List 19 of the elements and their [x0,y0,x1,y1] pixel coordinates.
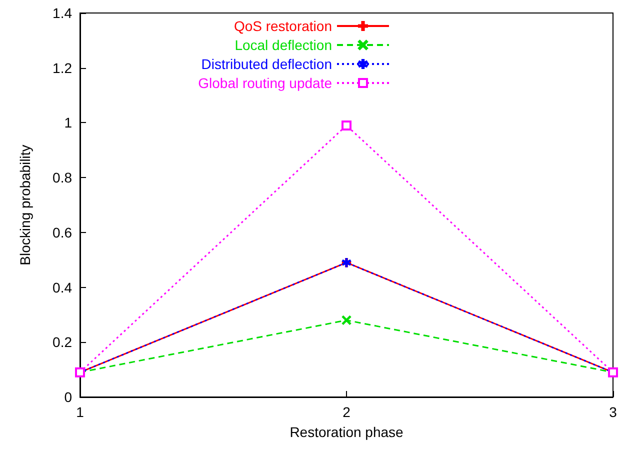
y-tick-label: 1 [64,114,72,131]
y-tick-label: 0 [64,389,72,405]
x-tick-label: 3 [609,404,618,420]
y-tick-label: 1.2 [52,60,72,76]
y-tick-label: 0.2 [52,334,72,350]
point [342,316,352,325]
y-tick-label: 1.4 [52,5,72,21]
legend-label: Global routing update [198,75,332,91]
point [342,120,352,130]
x-tick-label: 1 [76,404,84,420]
y-axis-title: Blocking probability [17,144,33,266]
x-axis-title: Restoration phase [290,424,404,440]
legend-label: QoS restoration [234,18,332,34]
y-tick-label: 0.6 [52,224,72,240]
legend-label: Distributed deflection [201,56,332,72]
legend-label: Local deflection [234,37,332,53]
y-tick-label: 0.4 [52,279,72,296]
x-tick-label: 2 [342,404,351,420]
y-tick-label: 0.8 [52,170,72,186]
